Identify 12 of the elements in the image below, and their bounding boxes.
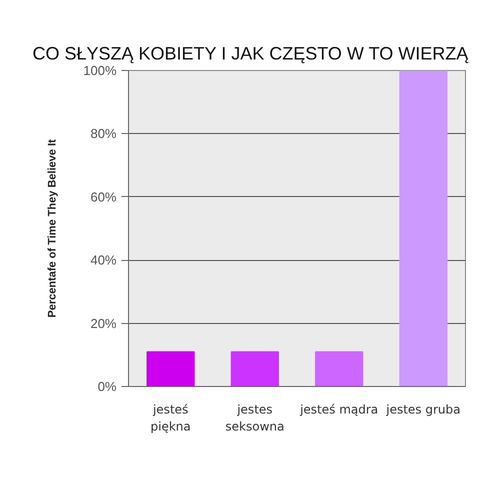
- y-tick-label: 60%: [90, 189, 117, 204]
- x-tick-label: jesteś mądra: [299, 402, 378, 416]
- y-tick-label: 80%: [90, 126, 117, 142]
- y-tick-label: 20%: [90, 316, 117, 331]
- y-tick-label: 100%: [83, 63, 117, 78]
- x-tick-label: jestes seksowna: [225, 402, 284, 434]
- x-tick-label: jesteś piękna: [150, 402, 191, 434]
- x-tick-label: jestes gruba: [385, 402, 460, 416]
- y-tick-label: 40%: [90, 252, 117, 268]
- y-tick-label: 0%: [98, 379, 117, 394]
- chart-title: CO SŁYSZĄ KOBIETY I JAK CZĘSTO W TO WIERZĄ: [32, 44, 470, 64]
- y-axis-title: Percentafe of Time They Believe It: [46, 139, 58, 318]
